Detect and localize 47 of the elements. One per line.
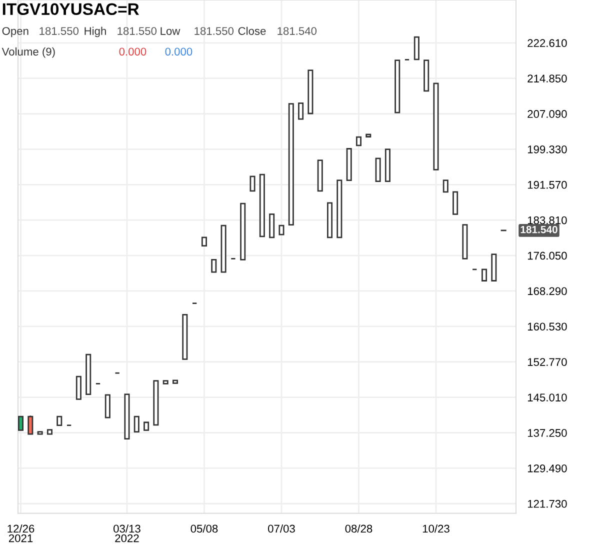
x-tick-label: 05/08 [190, 524, 218, 533]
y-tick-label: 222.610 [528, 39, 567, 48]
candlestick [76, 376, 82, 400]
text: 181.540 [520, 226, 558, 234]
annotation: Low [160, 27, 180, 35]
candlestick [104, 394, 110, 418]
annotation: 181.550 [40, 27, 79, 35]
y-tick-label: 207.090 [528, 110, 567, 118]
candlestick [452, 191, 458, 215]
candlestick [211, 259, 217, 273]
annotation: Open [2, 27, 28, 38]
y-tick-label: 137.250 [528, 429, 567, 437]
annotation: 0.000 [119, 48, 146, 56]
y-tick-label: 176.050 [528, 252, 567, 260]
y-tick-label: 191.570 [528, 180, 567, 189]
x-tick-label: 08/28 [345, 524, 372, 533]
y-tick-label: 145.010 [528, 394, 567, 402]
y-tick-label: 121.730 [528, 500, 567, 508]
x-tick-label: 07/03 [268, 524, 295, 533]
candlestick [28, 414, 34, 435]
x-tick-label: 03/13 2022 [114, 524, 140, 542]
candlestick [18, 416, 24, 431]
candlestick [269, 214, 275, 238]
annotation: 181.540 [278, 27, 317, 35]
candlestick [298, 102, 304, 120]
y-tick-label: 168.290 [528, 287, 567, 296]
candlestick [442, 180, 448, 193]
annotation: 0.000 [165, 48, 192, 56]
y-tick-label: 152.770 [528, 358, 567, 366]
candlestick [482, 268, 488, 282]
candlestick [250, 176, 256, 192]
candlestick [134, 416, 140, 432]
annotation: 181.550 [118, 27, 157, 35]
y-tick-label: 160.530 [528, 322, 567, 331]
y-tick-label: 129.490 [528, 464, 567, 472]
chart-title: ITGV10YUSAC=R [2, 3, 139, 16]
x-tick-label: 10/23 [422, 524, 450, 533]
x-tick-label: 12/26 2021 [8, 524, 34, 542]
annotation: Volume (9) [2, 47, 55, 58]
annotation: Close [238, 26, 266, 35]
candlestick [375, 158, 381, 182]
candlestick [414, 36, 420, 60]
annotation: High [84, 26, 106, 38]
y-tick-label: 183.810 [528, 216, 567, 224]
y-tick-label: 214.850 [528, 74, 567, 82]
annotation: 181.550 [194, 27, 234, 35]
y-tick-label: 199.330 [528, 145, 567, 154]
